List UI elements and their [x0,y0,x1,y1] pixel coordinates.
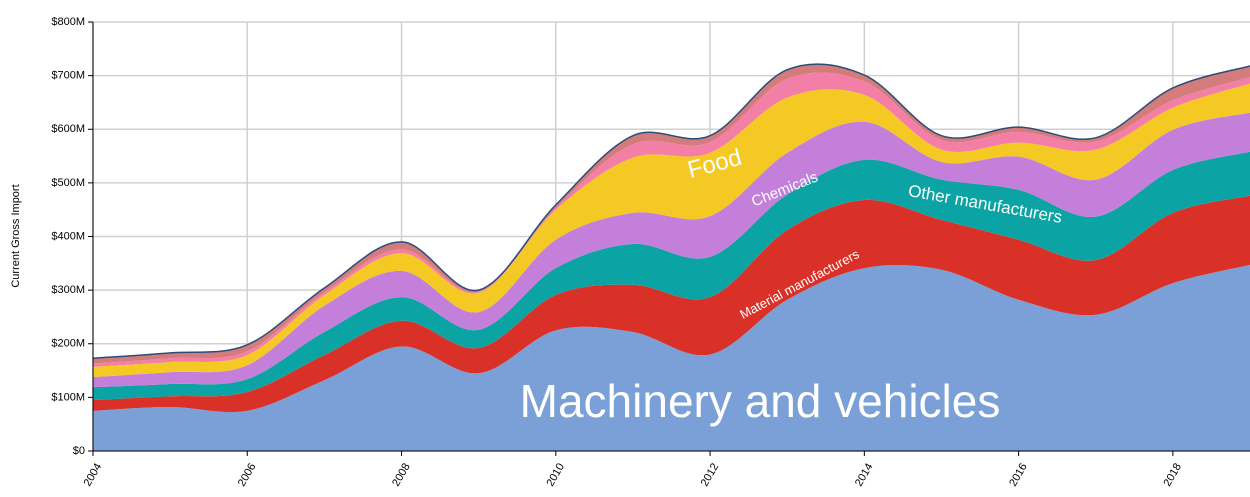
area [93,112,1250,388]
y-tick-label: $500M [51,177,85,189]
area [93,83,1250,377]
x-tick-label: 2018 [1161,461,1184,488]
area [93,264,1250,451]
x-tick-label: 2016 [1007,461,1030,488]
y-tick-label: $300M [51,284,85,296]
area [93,151,1250,401]
x-tick-label: 2008 [390,461,413,488]
y-tick-label: $400M [51,230,85,242]
y-tick-label: $100M [51,391,85,403]
top-outline [92,63,1250,359]
x-tick-label: 2014 [853,461,876,488]
y-tick-label: $0 [73,445,85,457]
area [93,72,1250,367]
x-tick-label: 2010 [544,461,567,488]
x-tick-label: 2012 [699,461,722,488]
series-label: Machinery and vehicles [520,375,1001,427]
y-axis-label: Current Gross Import [10,184,22,287]
area [93,64,1250,364]
y-tick-label: $600M [51,123,85,135]
area [93,195,1250,413]
y-tick-label: $200M [51,338,85,350]
x-tick-label: 2004 [82,461,105,488]
y-tick-label: $800M [51,16,85,28]
y-tick-label: $700M [51,70,85,82]
x-tick-label: 2006 [236,461,259,488]
